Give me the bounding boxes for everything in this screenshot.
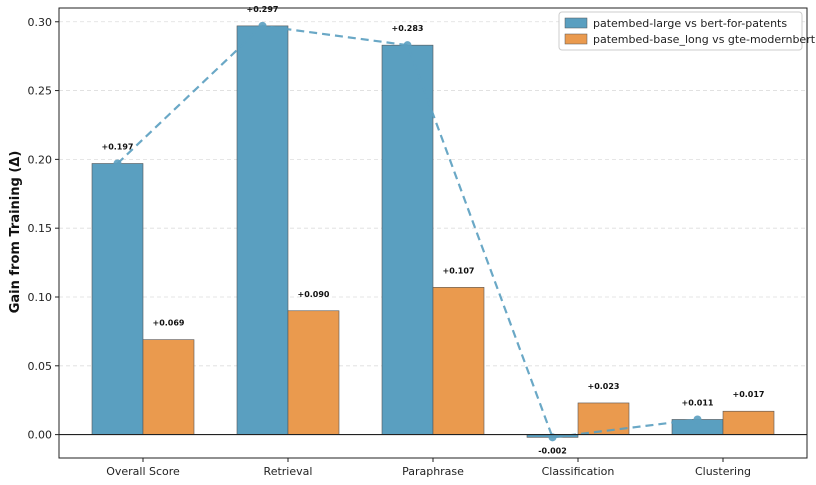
legend-swatch xyxy=(564,17,588,29)
trend-point xyxy=(693,415,702,424)
y-tick-label: 0.10 xyxy=(28,291,53,304)
data-label: +0.011 xyxy=(681,398,713,407)
trend-line-layer xyxy=(113,21,702,442)
data-label: +0.297 xyxy=(246,5,278,14)
bar-series2-overall-score xyxy=(142,339,195,435)
bar-series2-retrieval xyxy=(287,310,340,435)
x-tick-label: Retrieval xyxy=(264,465,313,478)
data-label: +0.107 xyxy=(442,266,474,275)
bar-series2-clustering xyxy=(722,410,775,435)
x-tick-label: Classification xyxy=(542,465,615,478)
trend-point xyxy=(113,159,122,168)
data-label: +0.090 xyxy=(297,290,329,299)
data-label: +0.197 xyxy=(101,143,133,152)
y-tick-label: 0.20 xyxy=(28,153,53,166)
y-tick-label: 0.05 xyxy=(28,360,53,373)
bar-series2-paraphrase xyxy=(432,287,485,435)
legend-label: patembed-large vs bert-for-patents xyxy=(593,17,787,30)
y-tick-label: 0.25 xyxy=(28,85,53,98)
axes: 0.00 0.05 0.10 0.15 0.20 0.25 0.30 Overall Scor… xyxy=(28,7,808,478)
bars xyxy=(91,25,775,438)
legend-swatch xyxy=(564,33,588,45)
data-label: +0.023 xyxy=(587,382,619,391)
y-tick-label: 0.30 xyxy=(28,16,53,29)
legend-box xyxy=(558,11,803,51)
x-tick-label: Clustering xyxy=(695,465,751,478)
data-label: +0.283 xyxy=(391,24,423,33)
y-tick-label: 0.00 xyxy=(28,429,53,442)
trend-point xyxy=(258,21,267,30)
bar-series1-retrieval xyxy=(236,25,289,435)
data-label: +0.069 xyxy=(152,319,184,328)
x-tick-label: Paraphrase xyxy=(402,465,464,478)
data-label: +0.017 xyxy=(732,390,764,399)
legend: patembed-large vs bert-for-patents patemb… xyxy=(558,11,816,51)
bar-series1-overall-score xyxy=(91,163,144,435)
data-labels: +0.197 +0.297 +0.283 -0.002 +0.011 +0.069 +0.0… xyxy=(101,5,764,455)
x-tick-label: Overall Score xyxy=(106,465,180,478)
y-axis-title: Gain from Training (Δ) xyxy=(8,151,23,314)
trend-point xyxy=(548,433,557,442)
legend-label: patembed-base_long vs gte-modernbert xyxy=(593,33,816,46)
data-label: -0.002 xyxy=(538,446,567,455)
trend-point xyxy=(403,41,412,50)
trend-line xyxy=(116,24,698,439)
bar-series1-paraphrase xyxy=(381,44,434,435)
y-tick-label: 0.15 xyxy=(28,222,53,235)
